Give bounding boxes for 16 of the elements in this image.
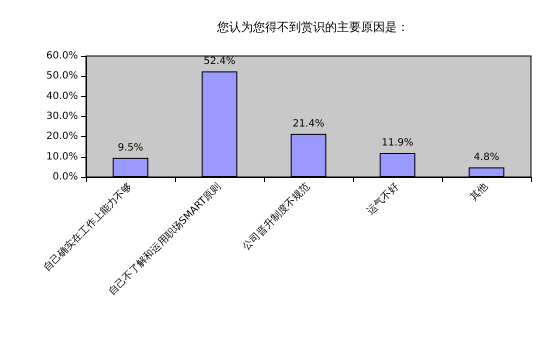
x-tick-label: 其他	[468, 180, 490, 204]
y-tick-label: 50.0%	[46, 70, 78, 82]
x-tick-label: 运气不好	[364, 180, 402, 218]
y-tick-label: 20.0%	[46, 131, 78, 142]
y-tick-label: 40.0%	[46, 90, 78, 102]
data-label: 52.4%	[204, 56, 236, 67]
y-tick-label: 30.0%	[46, 111, 78, 122]
data-label: 4.8%	[474, 152, 500, 163]
y-tick-label: 10.0%	[46, 151, 78, 162]
chart-title: 您认为您得不到赏识的主要原因是：	[216, 20, 409, 34]
y-tick-label: 0.0%	[52, 172, 78, 182]
x-tick-label: 公司晋升制度不规范	[240, 180, 312, 253]
y-tick-label: 60.0%	[46, 50, 78, 62]
data-label: 9.5%	[118, 142, 144, 154]
data-label: 21.4%	[292, 118, 324, 130]
data-label: 11.9%	[382, 138, 414, 148]
